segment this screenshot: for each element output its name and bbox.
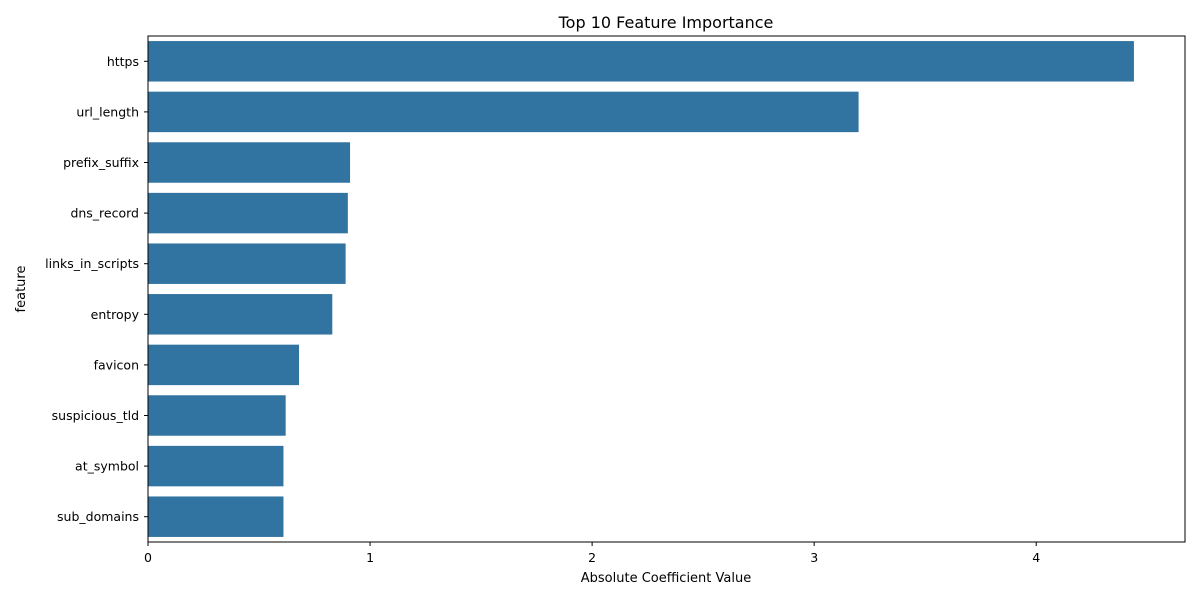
y-tick-label: suspicious_tld [52, 408, 139, 423]
x-tick-label: 2 [588, 550, 596, 565]
x-tick-label: 0 [144, 550, 152, 565]
bar-favicon [148, 344, 299, 386]
y-tick-label: url_length [76, 104, 139, 119]
bar-prefix-suffix [148, 142, 351, 183]
bar-url-length [148, 91, 859, 133]
y-tick-label: entropy [91, 307, 140, 322]
x-tick-label: 3 [810, 550, 818, 565]
bar-at-symbol [148, 445, 284, 487]
plot-frame [147, 35, 1186, 543]
x-tick-label: 4 [1032, 550, 1040, 565]
y-axis-label: feature [14, 266, 29, 313]
bar-suspicious-tld [148, 395, 286, 436]
y-tick-label: favicon [94, 357, 139, 372]
y-tick-label: sub_domains [57, 509, 139, 524]
y-tick-label: at_symbol [75, 459, 139, 474]
bar-dns-record [148, 192, 348, 234]
chart-title: Top 10 Feature Importance [558, 13, 774, 32]
bar-https [148, 41, 1134, 82]
y-tick-labels: https url_length prefix_suffix dns_recordli… [45, 54, 148, 524]
bar-entropy [148, 294, 333, 335]
x-tick-labels: 0 1 2 3 4 [144, 542, 1040, 565]
bars-group [148, 41, 1134, 537]
y-tick-label: prefix_suffix [63, 155, 139, 170]
y-tick-label: dns_record [70, 206, 139, 221]
y-tick-label: https [107, 54, 139, 69]
x-axis-label: Absolute Coefficient Value [581, 571, 751, 586]
y-tick-label: links_in_scripts [45, 256, 139, 271]
x-tick-label: 1 [366, 550, 374, 565]
bar-links-in-scripts [148, 243, 346, 284]
bar-sub-domains [148, 496, 284, 537]
